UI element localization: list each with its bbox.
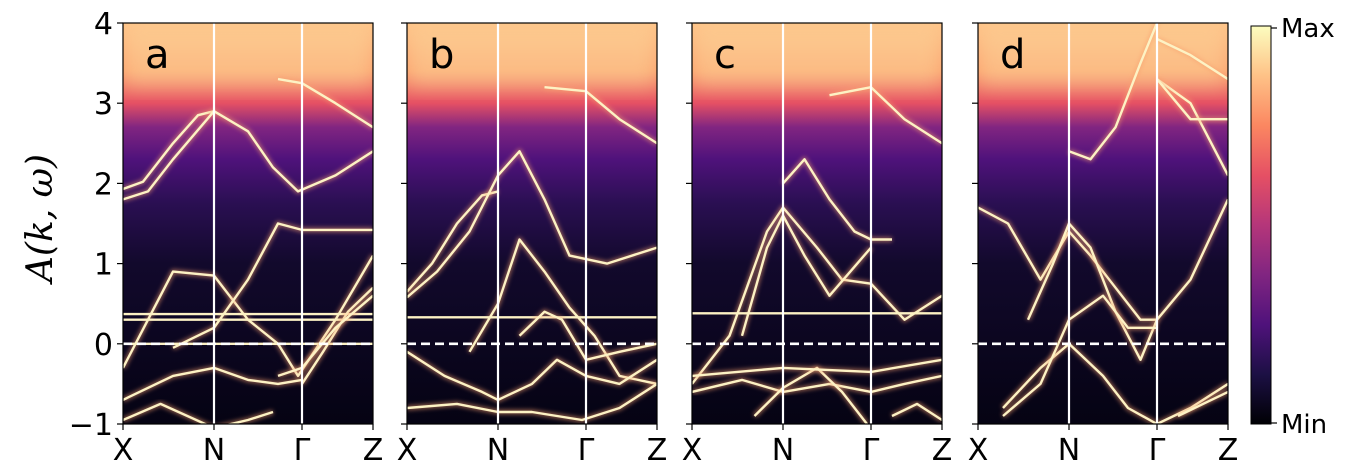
axes-frame [122,22,374,425]
band-5 [1156,37,1228,81]
band-8 [891,402,942,422]
band-9 [123,366,303,401]
panel-b: X N Γ Zb [397,22,668,466]
panel-label: c [714,32,736,78]
band-7 [829,86,942,145]
x-tick-label: Z [1218,433,1239,466]
y-tick-label: 4 [94,7,113,42]
x-tick-label: Γ [1149,433,1166,466]
spectral-background [978,23,1228,424]
x-tick-label: X [682,433,703,466]
y-tick-label: 3 [94,87,113,122]
band-4 [1156,78,1228,176]
panel-a: 4 3 2 1 0 −1X N Γ Za [69,7,384,466]
x-tick-label: N [1058,433,1080,466]
x-tick-label: N [203,433,225,466]
band-2 [782,158,892,241]
band-1 [407,150,657,299]
band-2 [468,238,657,386]
spectral-background [123,23,373,424]
band-3 [1002,294,1157,417]
colorbar-gradient [1250,25,1272,425]
spectral-map-b [407,23,657,424]
x-tick-label: X [113,433,134,466]
panel-label: a [145,32,170,78]
x-tick-label: N [487,433,509,466]
high-energy-continuum [407,23,657,88]
x-tick-label: Z [363,433,384,466]
band-4 [692,374,942,394]
band-0 [692,206,942,385]
y-tick-label: −1 [69,408,113,443]
band-4 [518,310,657,361]
band-6 [407,382,657,422]
band-6 [1156,78,1228,121]
colorbar: Max Min [1250,14,1335,440]
panel-d: X N Γ Zd [968,22,1239,466]
x-tick-label: Γ [578,433,595,466]
axes-frame [406,22,658,425]
panel-label: b [429,32,454,78]
high-energy-continuum [692,23,942,88]
band-7 [300,286,373,385]
spectral-background [407,23,657,424]
x-tick-label: X [968,433,989,466]
band-8 [277,294,373,378]
spectral-map-c [692,23,942,424]
x-tick-label: Γ [863,433,880,466]
band-5 [407,350,657,402]
band-8 [1177,390,1228,418]
y-tick-label: 2 [94,167,113,202]
band-10 [123,402,274,424]
spectral-map-a [123,23,373,424]
band-7 [1068,23,1159,161]
band-6 [692,358,942,378]
y-tick-label: 0 [94,328,113,363]
band-1 [740,214,872,337]
panel-c: X N Γ Zc [682,22,953,466]
y-axis-label: A(k, ω) [20,154,61,285]
axes-frame [691,22,943,425]
axes-frame [977,22,1229,425]
x-tick-label: Z [647,433,668,466]
band-7 [544,86,657,145]
x-tick-label: N [772,433,794,466]
spectral-background [692,23,942,424]
spectral-map-d [978,23,1228,424]
band-1 [1026,222,1159,361]
band-0 [978,198,1228,321]
panel-label: d [1000,32,1025,78]
band-1 [123,110,373,201]
x-tick-label: X [397,433,418,466]
x-tick-label: Γ [294,433,311,466]
y-tick-label: 1 [94,248,113,283]
colorbar-min-label: Min [1281,410,1327,440]
x-tick-label: Z [932,433,953,466]
band-11 [277,77,373,129]
band-0 [123,110,215,191]
colorbar-max-label: Max [1281,14,1335,44]
high-energy-continuum [123,23,373,88]
